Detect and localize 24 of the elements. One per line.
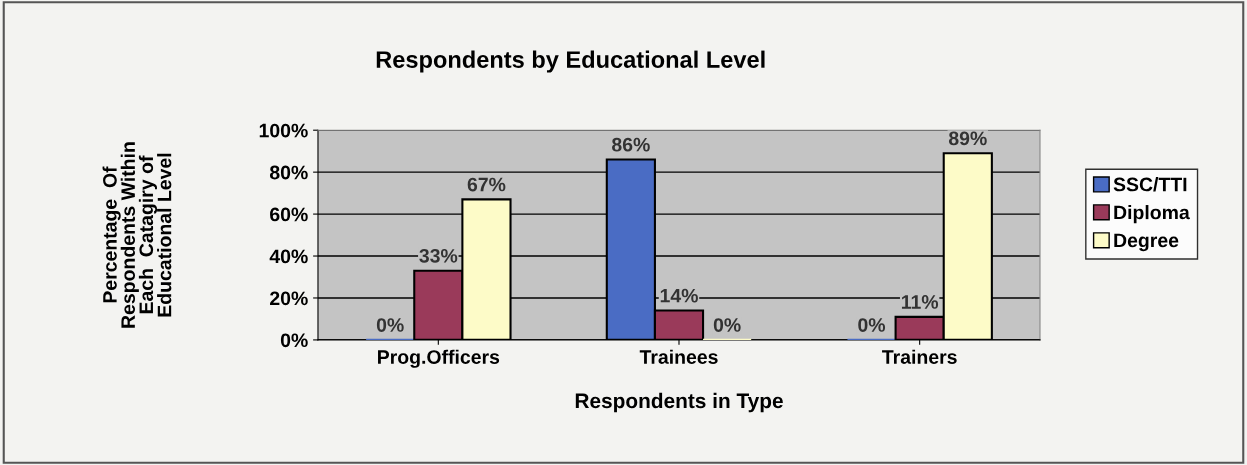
- data-label: 33%: [419, 248, 458, 263]
- data-label: 67%: [467, 177, 506, 192]
- data-label: 11%: [901, 295, 939, 309]
- data-label: 14%: [660, 288, 698, 303]
- legend-label: Diploma: [1114, 205, 1190, 224]
- y-tick-label: 60%: [270, 207, 308, 222]
- data-label: 86%: [612, 137, 650, 152]
- data-label: 0%: [376, 318, 404, 332]
- legend-label: Degree: [1114, 233, 1179, 252]
- x-tick-label: Trainees: [639, 349, 718, 364]
- x-tick-label: Prog.Officers: [378, 349, 500, 368]
- legend-label: SSC/TTI: [1113, 177, 1187, 192]
- x-tick-label: Trainers: [882, 349, 957, 364]
- x-axis-title: Respondents in Type: [575, 392, 783, 413]
- y-tick-label: 0%: [280, 333, 308, 348]
- chart-title: Respondents by Educational Level: [376, 50, 765, 73]
- y-tick-label: 40%: [269, 249, 308, 264]
- data-label: 0%: [858, 318, 886, 332]
- y-tick-label: 100%: [259, 123, 308, 138]
- data-label: 0%: [713, 318, 741, 332]
- data-label: 89%: [948, 131, 987, 146]
- y-tick-label: 20%: [270, 291, 308, 306]
- y-axis-title: Percentage Of Respondents Within Each Catagiry of Educational Level: [102, 142, 172, 328]
- y-tick-label: 80%: [269, 165, 308, 180]
